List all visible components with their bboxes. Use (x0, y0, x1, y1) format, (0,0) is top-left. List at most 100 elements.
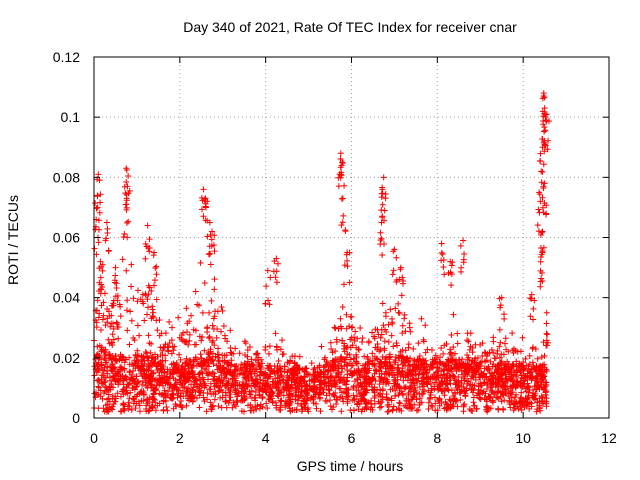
data-point (206, 333, 213, 340)
data-point (94, 343, 101, 350)
data-point-peak (541, 105, 548, 112)
data-point (527, 295, 534, 302)
data-point (401, 402, 408, 409)
data-point (537, 158, 544, 165)
data-point (311, 365, 318, 372)
data-point (265, 350, 272, 357)
data-point (383, 360, 390, 367)
data-point (142, 406, 149, 413)
data-point (265, 297, 272, 304)
data-point (292, 396, 299, 403)
data-point (148, 340, 155, 347)
data-point (338, 362, 345, 369)
data-point (338, 195, 345, 202)
data-point (161, 368, 168, 375)
data-point (186, 391, 193, 398)
data-point (285, 377, 292, 384)
data-point (190, 362, 197, 369)
data-point (112, 357, 119, 364)
data-point (388, 397, 395, 404)
y-tick-label: 0.12 (53, 49, 80, 65)
data-point (520, 366, 527, 373)
data-point (509, 389, 516, 396)
data-point (168, 361, 175, 368)
data-point (525, 389, 532, 396)
data-point (150, 314, 157, 321)
data-point (252, 388, 259, 395)
data-point (334, 363, 341, 370)
data-point (284, 369, 291, 376)
data-point (410, 345, 417, 352)
data-point (296, 365, 303, 372)
data-point (183, 305, 190, 312)
data-point (116, 301, 123, 308)
data-point (95, 383, 102, 390)
data-point (117, 313, 124, 320)
data-point (457, 268, 464, 275)
data-point (331, 324, 338, 331)
data-point (497, 393, 504, 400)
data-point (413, 407, 420, 414)
data-point (214, 325, 221, 332)
data-point (534, 406, 541, 413)
data-point (177, 393, 184, 400)
data-point (130, 295, 137, 302)
data-point (125, 190, 132, 197)
data-point (394, 371, 401, 378)
data-point (389, 319, 396, 326)
data-point (181, 383, 188, 390)
data-point (476, 391, 483, 398)
data-point (525, 363, 532, 370)
data-point (275, 358, 282, 365)
data-point (418, 315, 425, 322)
data-point (531, 297, 538, 304)
data-point (377, 229, 384, 236)
data-point (105, 391, 112, 398)
data-point (511, 378, 518, 385)
data-point (205, 251, 212, 258)
data-point (509, 362, 516, 369)
data-point (204, 396, 211, 403)
data-point (400, 354, 407, 361)
data-point (326, 397, 333, 404)
data-point (545, 339, 552, 346)
data-point (165, 348, 172, 355)
data-point (340, 398, 347, 405)
data-point (148, 287, 155, 294)
data-point (267, 394, 274, 401)
data-point (539, 277, 546, 284)
data-point (390, 248, 397, 255)
data-point (95, 217, 102, 224)
data-point (378, 194, 385, 201)
data-point (449, 259, 456, 266)
data-point-peak (378, 219, 385, 226)
data-point (166, 318, 173, 325)
data-point (329, 359, 336, 366)
data-point (330, 404, 337, 411)
data-point (411, 356, 418, 363)
data-point (301, 397, 308, 404)
data-point (498, 375, 505, 382)
data-point (474, 365, 481, 372)
data-point (488, 346, 495, 353)
data-point (97, 326, 104, 333)
data-point (229, 404, 236, 411)
data-point (140, 300, 147, 307)
data-point (197, 351, 204, 358)
data-point (160, 407, 167, 414)
data-point (405, 363, 412, 370)
data-point (137, 296, 144, 303)
data-point (468, 407, 475, 414)
data-point (95, 365, 102, 372)
data-point (457, 396, 464, 403)
data-point (477, 396, 484, 403)
grid-layer (94, 57, 609, 418)
data-point (528, 295, 535, 302)
data-point (141, 360, 148, 367)
data-point (305, 404, 312, 411)
data-point (383, 329, 390, 336)
data-point (126, 361, 133, 368)
data-point (266, 301, 273, 308)
data-point (386, 354, 393, 361)
data-point (352, 358, 359, 365)
